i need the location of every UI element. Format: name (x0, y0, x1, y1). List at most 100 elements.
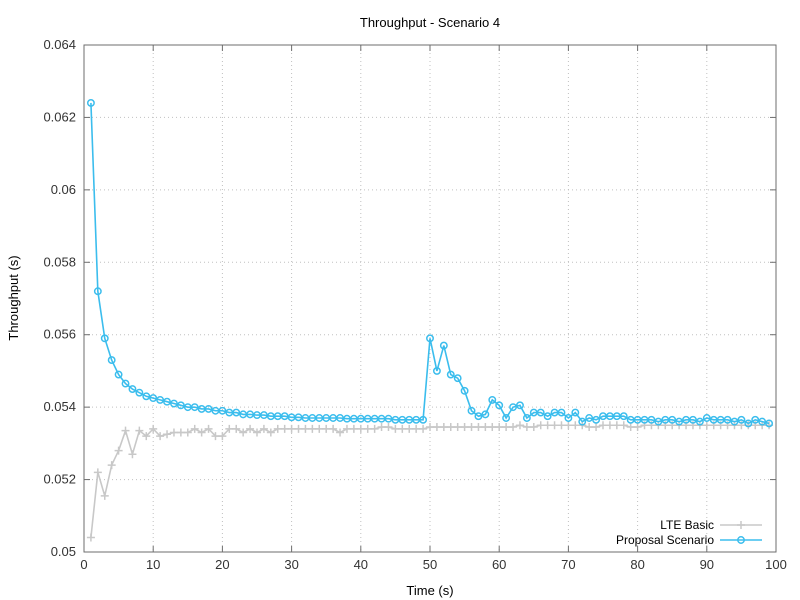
data-point-proposal-scenario (695, 417, 704, 426)
data-point-proposal-scenario (86, 98, 95, 107)
data-point-lte-basic (163, 430, 172, 439)
y-tick-label: 0.06 (51, 182, 76, 197)
data-point-proposal-scenario (619, 412, 628, 421)
data-point-lte-basic (211, 432, 220, 441)
data-point-lte-basic (453, 423, 462, 432)
data-point-lte-basic (592, 423, 601, 432)
x-tick-label: 90 (700, 557, 714, 572)
legend-entry-proposal-scenario: Proposal Scenario (616, 533, 762, 547)
x-tick-label: 70 (561, 557, 575, 572)
data-point-lte-basic (349, 424, 358, 433)
data-point-proposal-scenario (474, 412, 483, 421)
data-point-lte-basic (633, 423, 642, 432)
data-point-proposal-scenario (460, 386, 469, 395)
data-point-proposal-scenario (647, 415, 656, 424)
data-point-lte-basic (619, 421, 628, 430)
data-point-lte-basic (142, 432, 151, 441)
data-point-lte-basic (315, 424, 324, 433)
data-point-proposal-scenario (100, 334, 109, 343)
x-tick-label: 80 (630, 557, 644, 572)
data-point-proposal-scenario (142, 392, 151, 401)
data-point-lte-basic (294, 424, 303, 433)
data-point-proposal-scenario (522, 414, 531, 422)
data-point-lte-basic (100, 491, 109, 500)
data-point-lte-basic (232, 424, 241, 433)
data-point-proposal-scenario (751, 415, 760, 424)
data-point-lte-basic (197, 428, 206, 437)
data-point-lte-basic (571, 421, 580, 430)
data-point-lte-basic (509, 423, 518, 432)
data-point-proposal-scenario (592, 415, 601, 424)
data-point-proposal-scenario (481, 410, 490, 419)
data-point-lte-basic (218, 432, 227, 441)
data-point-lte-basic (259, 424, 268, 433)
data-point-lte-basic (287, 424, 296, 433)
data-point-lte-basic (342, 424, 351, 433)
data-point-proposal-scenario (509, 403, 517, 412)
data-point-lte-basic (405, 424, 414, 433)
data-point-proposal-scenario (502, 414, 511, 422)
data-point-proposal-scenario (467, 406, 476, 415)
data-point-lte-basic (419, 424, 428, 433)
x-tick-label: 30 (284, 557, 298, 572)
data-point-lte-basic (488, 423, 497, 432)
data-point-lte-basic (280, 424, 289, 433)
data-point-lte-basic (308, 424, 317, 433)
data-point-proposal-scenario (578, 417, 587, 426)
data-point-lte-basic (564, 421, 573, 430)
y-tick-label: 0.05 (51, 544, 76, 559)
data-point-proposal-scenario (702, 414, 711, 422)
data-point-proposal-scenario (218, 406, 227, 415)
data-point-lte-basic (370, 424, 379, 433)
x-tick-label: 40 (354, 557, 368, 572)
data-point-lte-basic (439, 423, 448, 432)
data-point-lte-basic (446, 423, 455, 432)
data-point-lte-basic (612, 421, 621, 430)
data-point-proposal-scenario (453, 374, 462, 383)
data-point-proposal-scenario (765, 419, 774, 428)
data-point-proposal-scenario (557, 408, 566, 417)
data-point-lte-basic (266, 428, 275, 437)
data-point-lte-basic (543, 421, 552, 430)
data-point-proposal-scenario (495, 401, 504, 410)
data-point-lte-basic (93, 468, 102, 477)
data-point-proposal-scenario (432, 366, 441, 375)
y-tick-label: 0.056 (43, 327, 76, 342)
data-point-proposal-scenario (654, 417, 663, 426)
data-point-proposal-scenario (730, 417, 739, 426)
data-point-lte-basic (121, 426, 130, 435)
data-point-proposal-scenario (170, 399, 178, 408)
data-point-lte-basic (529, 423, 538, 432)
axis-ticks (83, 44, 777, 553)
data-point-lte-basic (377, 423, 386, 432)
data-point-lte-basic (190, 424, 199, 433)
grid-lines (84, 45, 776, 552)
legend-sample-lte-basic (720, 521, 762, 529)
data-point-lte-basic (605, 421, 614, 430)
data-point-proposal-scenario (128, 385, 137, 393)
data-point-lte-basic (322, 424, 331, 433)
data-point-lte-basic (329, 424, 338, 433)
data-point-proposal-scenario (564, 414, 573, 422)
legend-marker-lte-basic (737, 521, 745, 529)
data-point-proposal-scenario (114, 370, 123, 379)
x-tick-label: 50 (423, 557, 437, 572)
data-point-lte-basic (253, 428, 261, 437)
data-point-lte-basic (356, 424, 365, 433)
data-point-proposal-scenario (668, 415, 677, 424)
data-point-lte-basic (128, 450, 137, 459)
data-point-lte-basic (557, 421, 566, 430)
data-point-lte-basic (135, 426, 144, 435)
data-point-lte-basic (626, 423, 635, 432)
data-point-lte-basic (86, 533, 95, 542)
x-axis-title: Time (s) (406, 583, 453, 598)
data-point-proposal-scenario (93, 287, 102, 296)
data-point-proposal-scenario (723, 415, 732, 424)
x-tick-label: 10 (146, 557, 160, 572)
data-point-proposal-scenario (536, 408, 545, 417)
data-point-lte-basic (467, 423, 476, 432)
data-point-proposal-scenario (135, 388, 144, 397)
data-point-lte-basic (398, 424, 407, 433)
legend-marker-proposal-scenario (737, 536, 745, 544)
